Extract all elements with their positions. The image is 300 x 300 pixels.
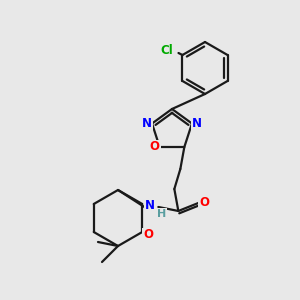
Text: Cl: Cl [160,44,173,56]
Text: N: N [145,200,155,212]
Text: O: O [143,229,153,242]
Text: H: H [157,209,166,219]
Text: N: N [142,117,152,130]
Text: O: O [150,140,160,154]
Text: N: N [192,117,202,130]
Text: O: O [199,196,209,209]
